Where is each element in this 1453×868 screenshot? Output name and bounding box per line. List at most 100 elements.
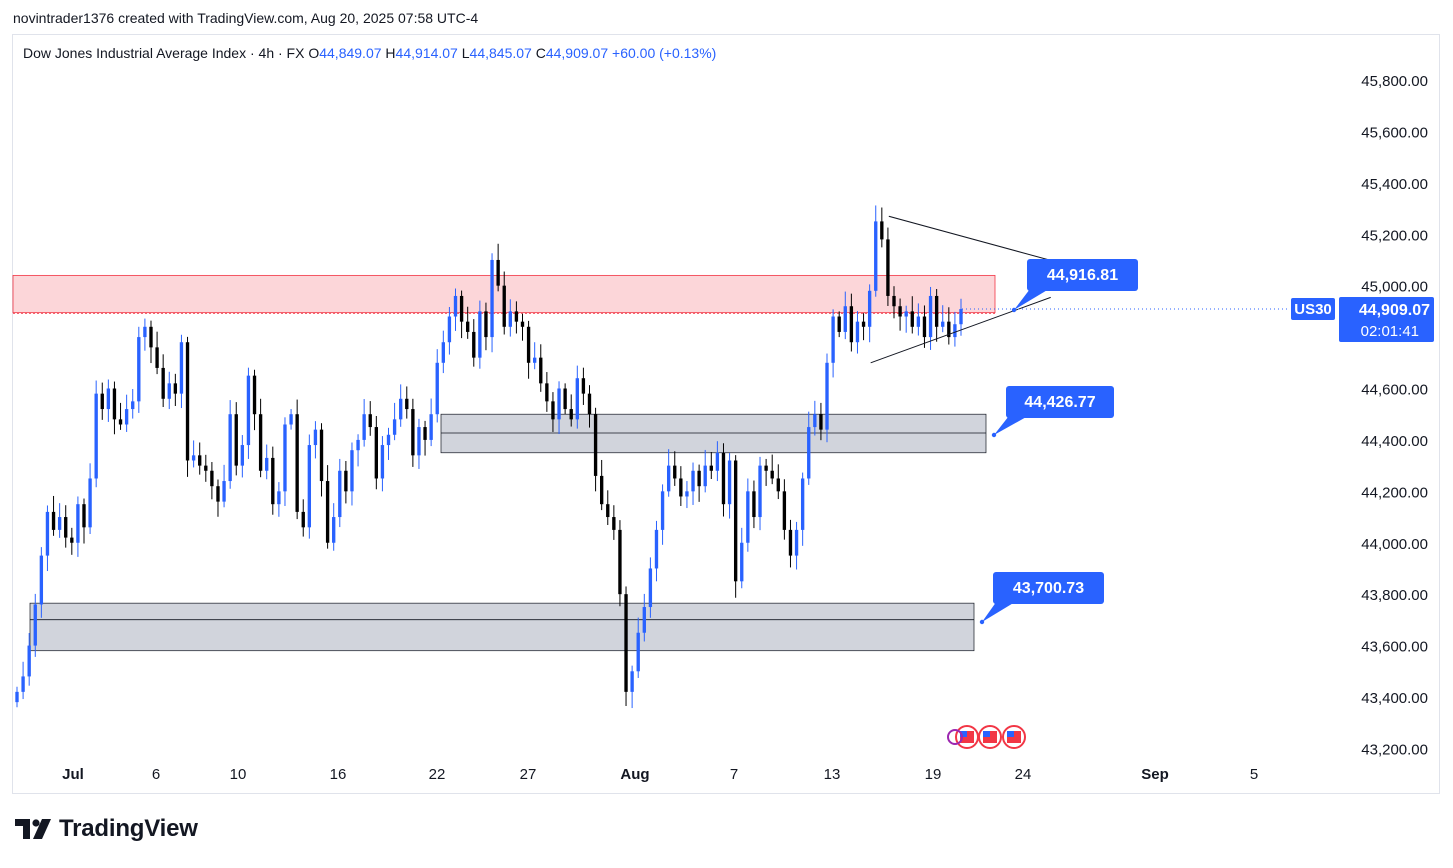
low-label: L <box>461 45 470 61</box>
candle-body <box>368 414 372 428</box>
x-tick-label: 5 <box>1250 766 1258 783</box>
candle-body <box>15 691 19 703</box>
candle-body <box>660 491 665 530</box>
candle-body <box>332 517 336 543</box>
callout-anchor <box>979 619 985 625</box>
candle-body <box>447 316 452 343</box>
symbol-tag <box>1291 298 1335 321</box>
candle-body <box>252 375 257 415</box>
candle-body <box>496 259 500 286</box>
candle-body <box>155 347 159 368</box>
close-value: 44,909.07 <box>545 45 609 61</box>
candle-body <box>94 393 98 479</box>
candle-body <box>733 460 738 582</box>
candle-body <box>526 326 531 363</box>
candle-body <box>533 357 537 363</box>
event-marker-icon <box>947 729 963 745</box>
candle-body <box>514 311 519 322</box>
tradingview-logo[interactable]: TradingView <box>15 815 198 843</box>
candle-body <box>551 401 555 420</box>
candle-body <box>928 295 933 338</box>
x-tick-label: 7 <box>730 766 738 783</box>
candle-body <box>131 401 135 410</box>
candle-body <box>277 491 281 505</box>
candle-body <box>606 504 610 518</box>
chart-frame <box>12 34 1440 794</box>
candle-body <box>587 393 592 415</box>
candle-body <box>106 388 111 410</box>
event-flag-canton <box>1007 731 1014 737</box>
candle-body <box>861 321 866 327</box>
y-tick-label: 45,400.00 <box>1361 176 1428 193</box>
x-tick-label: 22 <box>429 766 446 783</box>
high-label: H <box>385 45 396 61</box>
candle-body <box>429 414 433 440</box>
y-tick-label: 43,800.00 <box>1361 587 1428 604</box>
x-tick-label: Aug <box>620 766 649 783</box>
candle-body <box>800 478 805 530</box>
candle-body <box>520 321 525 327</box>
candle-body <box>405 398 409 410</box>
candle-body <box>386 434 391 446</box>
candle-body <box>423 427 427 440</box>
low-value: 44,845.07 <box>469 45 532 61</box>
candle-body <box>228 414 232 482</box>
candle-body <box>752 491 756 518</box>
candle-body <box>453 295 458 317</box>
candle-body <box>691 470 695 492</box>
x-tick-label: 13 <box>824 766 841 783</box>
candle-body <box>715 452 720 471</box>
candle-body <box>819 414 823 430</box>
candle-body <box>941 321 945 327</box>
callout-anchor <box>1011 307 1017 313</box>
callout-label: 44,426.77 <box>1024 394 1095 411</box>
candle-body <box>149 326 153 348</box>
candle-body <box>855 321 860 343</box>
candle-body <box>441 342 445 363</box>
candle-body <box>545 383 549 402</box>
candle-body <box>593 414 598 476</box>
support-1-zone <box>440 413 987 454</box>
candle-body <box>703 465 707 487</box>
candle-body <box>867 290 872 327</box>
candle-body <box>904 311 908 317</box>
candle-body <box>64 517 68 538</box>
close-label: C <box>535 45 546 61</box>
candle-body <box>599 475 604 505</box>
candle-body <box>295 414 299 512</box>
candle-body <box>39 555 44 605</box>
candle-body <box>289 414 293 425</box>
candle-body <box>557 388 561 420</box>
candle-body <box>466 321 470 332</box>
candle-body <box>411 409 415 456</box>
candle-body <box>758 465 762 518</box>
y-tick-label: 43,400.00 <box>1361 690 1428 707</box>
candle-body <box>916 316 921 327</box>
candle-body <box>51 511 56 530</box>
candle-body <box>886 239 890 296</box>
y-tick-label: 44,200.00 <box>1361 484 1428 501</box>
candle-body <box>874 221 878 291</box>
callout-label: 44,916.81 <box>1047 267 1118 284</box>
candle-body <box>953 324 957 338</box>
candle-body <box>45 511 50 556</box>
candle-body <box>210 470 214 487</box>
candle-body <box>283 424 287 492</box>
x-tick-label: Jul <box>62 766 84 783</box>
y-tick-label: 45,600.00 <box>1361 124 1428 141</box>
candle-body <box>813 414 817 428</box>
high-value: 44,914.07 <box>395 45 458 61</box>
candle-body <box>880 221 884 240</box>
candle-body <box>307 445 312 528</box>
candle-body <box>472 331 476 358</box>
candle-body <box>764 465 768 471</box>
candle-body <box>57 517 62 530</box>
last-price-tag <box>1339 297 1434 343</box>
candle-body <box>569 409 573 420</box>
candle-body <box>338 470 342 518</box>
candle-body <box>191 455 196 461</box>
candle-body <box>301 511 305 528</box>
candle-body <box>344 470 348 492</box>
candle-body <box>807 427 811 479</box>
